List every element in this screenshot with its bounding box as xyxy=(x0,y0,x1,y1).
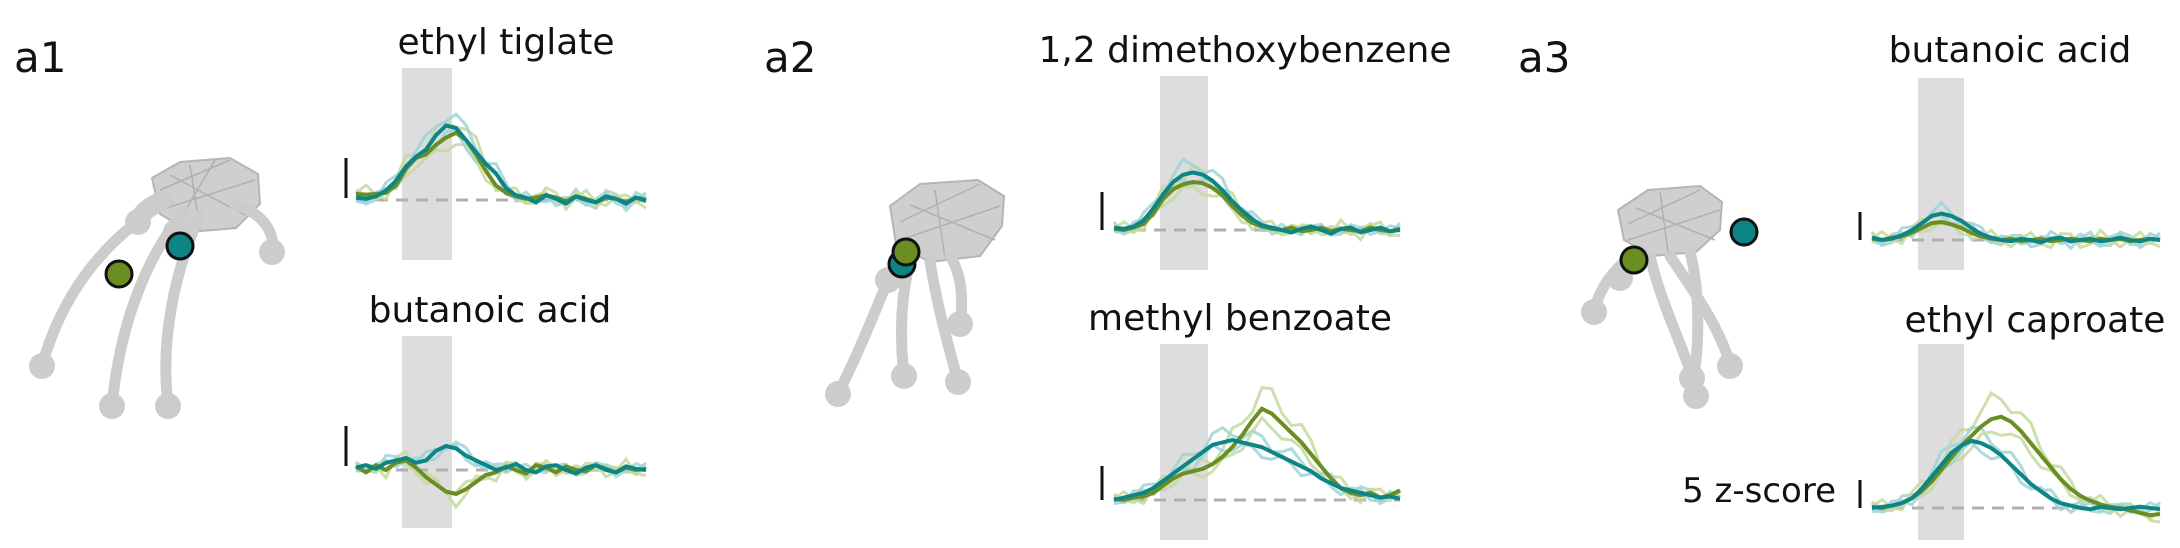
trace-block-a2-bottom: methyl benzoate xyxy=(1088,298,1402,540)
panel-a1: a1 ethyl tiglate xyxy=(14,22,647,528)
neuron-node xyxy=(1717,353,1743,379)
recording-site-green xyxy=(104,259,134,289)
trial-trace xyxy=(1871,439,2161,515)
neuron-limb xyxy=(1644,250,1698,382)
trace-block-a3-top: butanoic acid xyxy=(1858,30,2161,270)
trace-teal xyxy=(355,443,647,476)
panel-label-a3: a3 xyxy=(1518,33,1570,82)
neuron-mesh xyxy=(899,183,1001,259)
stimulus-window xyxy=(402,336,452,528)
odor-label: ethyl caproate xyxy=(1905,300,2166,341)
neuron-node xyxy=(259,239,285,265)
trace-teal xyxy=(1113,437,1401,502)
recording-site-teal xyxy=(1729,217,1759,247)
recording-site-green xyxy=(891,237,921,267)
trace-block-a2-top: 1,2 dimethoxybenzene xyxy=(1038,30,1452,270)
trace-block-a1-top: ethyl tiglate xyxy=(344,22,647,260)
neuron-node xyxy=(125,209,151,235)
neuron-node xyxy=(945,369,971,395)
recording-site-green xyxy=(1619,245,1649,275)
trace-teal xyxy=(1113,170,1401,236)
stimulus-window xyxy=(1918,78,1964,270)
neuron-drawing-a3 xyxy=(1581,184,1759,409)
trace-green xyxy=(1113,406,1401,503)
neuron-node xyxy=(947,311,973,337)
trace-teal xyxy=(1871,211,2161,245)
trace-block-a1-bottom: butanoic acid xyxy=(344,290,647,528)
neuron-mesh xyxy=(159,159,256,231)
panel-label-a2: a2 xyxy=(764,33,816,82)
panel-label-a1: a1 xyxy=(14,33,66,82)
neuron-limb xyxy=(1664,250,1736,370)
trial-trace xyxy=(1113,415,1402,505)
neuron-node xyxy=(891,363,917,389)
neuron-node xyxy=(99,393,125,419)
panel-a3: a3 butanoic acid xyxy=(1518,30,2165,540)
neuron-limb xyxy=(896,256,916,382)
neuron-node xyxy=(1683,383,1709,409)
neuron-mesh xyxy=(1627,189,1721,253)
neuron-node xyxy=(1581,299,1607,325)
odor-label: butanoic acid xyxy=(1889,30,2132,71)
neuron-node xyxy=(825,381,851,407)
recording-site-teal xyxy=(165,231,195,261)
neuron-node xyxy=(29,353,55,379)
stimulus-window xyxy=(1918,344,1964,540)
odor-label: butanoic acid xyxy=(369,290,612,331)
odor-label: 1,2 dimethoxybenzene xyxy=(1038,30,1451,71)
trace-teal xyxy=(1871,438,2161,512)
trial-trace xyxy=(1871,219,2161,247)
stimulus-window xyxy=(1160,344,1208,540)
odor-label: methyl benzoate xyxy=(1088,298,1392,339)
panel-a2: a2 1,2 dimethoxybenzene xyxy=(764,30,1452,540)
neuron-limb xyxy=(36,194,176,372)
neuron-limb xyxy=(1684,246,1704,390)
odor-label: ethyl tiglate xyxy=(397,22,614,63)
neuron-node xyxy=(155,393,181,419)
neuron-drawing-a1 xyxy=(29,156,285,419)
neuron-limb xyxy=(160,209,206,410)
trace-block-a3-bottom: ethyl caproate xyxy=(1858,300,2166,540)
scale-label: 5 z-score xyxy=(1682,471,1836,511)
trace-teal xyxy=(355,123,647,206)
neuron-drawing-a2 xyxy=(825,178,1006,407)
